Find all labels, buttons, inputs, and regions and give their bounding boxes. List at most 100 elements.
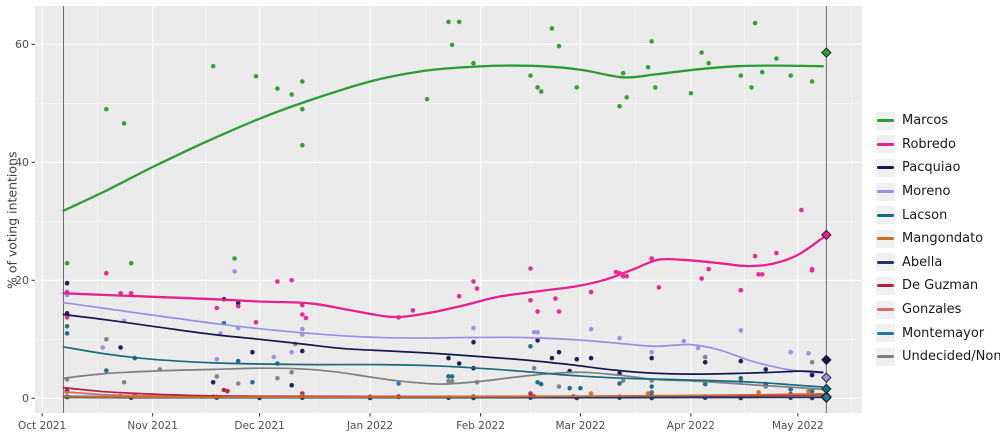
- legend-item-abella: Abella: [876, 251, 1000, 275]
- poll-point: [449, 378, 455, 384]
- poll-point: [620, 70, 626, 76]
- poll-point: [649, 39, 654, 44]
- poll-point: [656, 285, 662, 290]
- poll-point: [738, 328, 744, 333]
- poll-point: [235, 358, 241, 364]
- poll-point: [645, 391, 651, 396]
- poll-point: [446, 374, 451, 379]
- legend-label: Moreno: [902, 184, 951, 200]
- poll-point: [556, 43, 562, 49]
- legend-swatch: [877, 284, 894, 288]
- legend-label: Abella: [902, 254, 943, 270]
- legend-key-box: [876, 300, 895, 319]
- poll-point: [556, 349, 562, 355]
- legend-label: Pacquiao: [902, 160, 961, 176]
- poll-point: [271, 354, 277, 360]
- poll-point: [624, 95, 629, 100]
- poll-point: [250, 380, 255, 385]
- poll-point: [128, 260, 134, 266]
- legend-item-robredo: Robredo: [876, 133, 1000, 157]
- legend-item-undecided-none: Undecided/None: [876, 345, 1000, 369]
- poll-point: [788, 387, 793, 392]
- legend-label: Lacson: [902, 207, 948, 223]
- legend-swatch: [877, 331, 894, 335]
- points-pacquiao: [64, 280, 815, 388]
- legend-key-box: [876, 229, 895, 248]
- poll-point: [535, 380, 540, 385]
- legend-swatch: [877, 190, 894, 194]
- result-diamond-marcos: [821, 47, 832, 58]
- poll-point: [396, 381, 401, 386]
- x-tick-label: Mar 2022: [555, 420, 605, 432]
- poll-point: [809, 372, 815, 378]
- legend-key-box: [876, 276, 895, 295]
- legend-label: Montemayor: [902, 325, 985, 341]
- poll-point: [538, 89, 544, 94]
- poll-point: [235, 381, 241, 386]
- poll-point: [588, 391, 594, 396]
- poll-point: [809, 79, 815, 84]
- poll-point: [446, 19, 451, 25]
- poll-point: [456, 293, 462, 299]
- poll-point: [528, 266, 533, 271]
- poll-point: [104, 368, 109, 373]
- poll-point: [588, 326, 594, 332]
- x-tick-label: Dec 2021: [234, 420, 284, 432]
- poll-point: [449, 374, 455, 379]
- poll-point: [104, 106, 109, 112]
- poll-point: [688, 91, 694, 96]
- poll-point: [300, 348, 305, 354]
- poll-point: [535, 309, 540, 314]
- poll-point: [121, 121, 127, 126]
- poll-point: [449, 42, 455, 48]
- poll-point: [738, 358, 744, 364]
- poll-point: [474, 286, 480, 291]
- y-tick-label: 60: [15, 38, 29, 51]
- legend-swatch: [877, 260, 894, 264]
- legend-label: Robredo: [902, 136, 956, 152]
- trend-line-moreno: [62, 301, 824, 374]
- poll-point: [300, 142, 305, 148]
- poll-point: [535, 338, 540, 343]
- legend-swatch: [877, 166, 894, 170]
- poll-point: [649, 256, 654, 261]
- poll-point: [471, 339, 476, 345]
- trend-line-robredo: [62, 236, 824, 319]
- poll-point: [456, 361, 462, 366]
- legend-swatch: [877, 237, 894, 241]
- poll-point: [232, 256, 237, 261]
- axes: Oct 2021 Nov 2021 Dec 2021 Jan 2022 Feb 2022…: [15, 38, 824, 432]
- panel-background: [35, 6, 862, 413]
- poll-point: [221, 387, 227, 393]
- poll-point: [121, 380, 127, 385]
- legend-swatch: [877, 355, 894, 359]
- legend-swatch: [877, 308, 894, 312]
- poll-point: [756, 390, 761, 395]
- poll-point: [471, 279, 476, 284]
- x-tick-label: Jan 2022: [346, 420, 393, 432]
- poll-point: [289, 349, 295, 355]
- poll-point: [649, 390, 654, 395]
- result-diamond-moreno: [821, 372, 832, 383]
- legend-swatch: [877, 213, 894, 217]
- poll-point: [531, 329, 537, 335]
- poll-point: [578, 385, 583, 391]
- poll-point: [756, 272, 761, 277]
- poll-point: [788, 349, 793, 355]
- poll-point: [528, 391, 533, 396]
- poll-point: [738, 288, 744, 293]
- poll-point: [617, 104, 622, 109]
- legend-key-box: [876, 182, 895, 201]
- legend-item-de-guzman: De Guzman: [876, 274, 1000, 298]
- poll-point: [706, 266, 711, 272]
- poll-point: [531, 365, 537, 371]
- poll-point: [446, 355, 451, 361]
- result-diamond-pacquiao: [821, 354, 832, 366]
- poll-point: [528, 298, 533, 303]
- legend-label: Undecided/None: [902, 349, 1000, 365]
- poll-point: [574, 85, 580, 90]
- legend-item-moreno: Moreno: [876, 180, 1000, 204]
- legend-key-box: [876, 206, 895, 225]
